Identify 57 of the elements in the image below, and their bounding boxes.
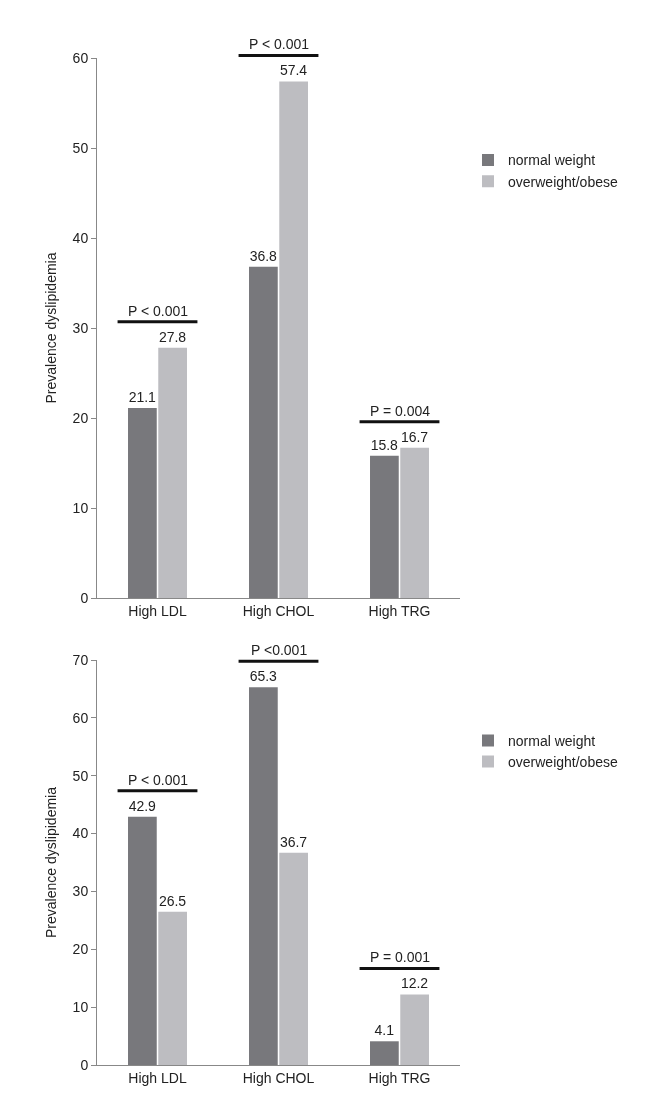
data-label: 4.1 — [374, 1022, 395, 1039]
y-tick-label: 40 — [72, 825, 89, 842]
y-tick-label: 60 — [72, 49, 89, 66]
data-label: 36.7 — [279, 833, 308, 850]
y-tick-label: 50 — [72, 767, 89, 784]
y-axis-title: Prevalence dyslipidemia — [43, 786, 60, 938]
legend-label: overweight/obese — [508, 754, 618, 771]
y-tick-label: 30 — [72, 319, 89, 336]
bar — [158, 347, 187, 598]
annotation: P < 0.001 — [128, 772, 189, 788]
annotation: P = 0.004 — [370, 403, 431, 419]
y-tick-label: 30 — [72, 883, 89, 900]
y-tick-label: 0 — [80, 589, 89, 606]
y-tick-label: 10 — [72, 499, 89, 516]
data-label: 42.9 — [128, 797, 157, 814]
data-label: 27.8 — [158, 328, 187, 345]
bar — [400, 447, 429, 598]
data-label: 26.5 — [158, 892, 187, 909]
bar — [249, 687, 278, 1065]
legend-label: overweight/obese — [508, 173, 618, 190]
text: P < 0.001 — [249, 36, 310, 52]
data-label: 36.8 — [249, 247, 278, 264]
data-label: 15.8 — [370, 436, 399, 453]
data-label: 65.3 — [249, 668, 278, 685]
x-tick-label: High TRG — [368, 1069, 431, 1086]
data-label: 16.7 — [400, 428, 429, 445]
x-tick-label: High TRG — [368, 602, 431, 619]
x-tick-label: High CHOL — [242, 1069, 315, 1086]
data-label: 21.1 — [128, 389, 157, 406]
y-tick-label: 20 — [72, 409, 89, 426]
x-tick-label: High LDL — [128, 602, 187, 619]
data-label: 12.2 — [400, 975, 429, 992]
annotation: P = 0.001 — [370, 949, 431, 965]
y-tick-label: 60 — [72, 709, 89, 726]
x-tick-label: High CHOL — [242, 602, 315, 619]
bar — [128, 816, 157, 1065]
y-tick-label: 10 — [72, 999, 89, 1016]
y-tick-label: 0 — [80, 1056, 89, 1073]
y-axis-title: Prevalence dyslipidemia — [43, 252, 60, 404]
y-tick-label: 40 — [72, 229, 89, 246]
bar — [279, 81, 308, 598]
data-label: 57.4 — [279, 62, 308, 79]
legend-label: normal weight — [508, 732, 596, 749]
bar — [279, 852, 308, 1065]
annotation: P < 0.001 — [128, 303, 189, 319]
bar — [249, 266, 278, 598]
text: P <0.001 — [251, 642, 308, 658]
bar — [370, 1041, 399, 1065]
y-tick-label: 70 — [72, 651, 89, 668]
bar — [370, 455, 399, 598]
bar — [158, 911, 187, 1065]
y-tick-label: 20 — [72, 941, 89, 958]
legend-label: normal weight — [508, 152, 596, 169]
bar — [128, 408, 157, 598]
bar — [400, 994, 429, 1065]
x-tick-label: High LDL — [128, 1069, 187, 1086]
y-tick-label: 50 — [72, 139, 89, 156]
